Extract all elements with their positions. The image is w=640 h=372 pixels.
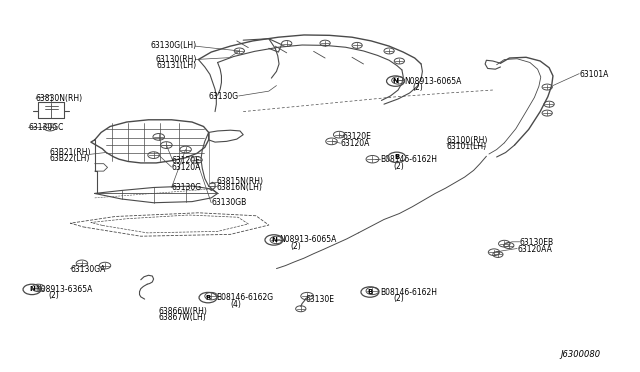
Text: 63130G(LH): 63130G(LH) xyxy=(151,41,197,50)
Text: 63130G: 63130G xyxy=(172,183,202,192)
Text: N: N xyxy=(271,237,277,243)
Text: 63866W(RH): 63866W(RH) xyxy=(158,307,207,316)
Text: 63816N(LH): 63816N(LH) xyxy=(216,183,262,192)
Text: 63815N(RH): 63815N(RH) xyxy=(216,177,263,186)
Text: (2): (2) xyxy=(393,294,404,303)
Text: 63120A: 63120A xyxy=(340,139,370,148)
Text: 63120AA: 63120AA xyxy=(517,245,552,254)
Text: N08913-6065A: N08913-6065A xyxy=(404,77,462,86)
Text: 63120E: 63120E xyxy=(172,156,200,165)
Text: 63130E: 63130E xyxy=(306,295,335,304)
Text: 63130GA: 63130GA xyxy=(70,265,106,274)
Text: B08146-6162G: B08146-6162G xyxy=(216,293,273,302)
Text: 63130G: 63130G xyxy=(209,92,239,101)
Text: 63120A: 63120A xyxy=(172,163,201,171)
Text: B: B xyxy=(205,295,211,301)
Text: 63830N(RH): 63830N(RH) xyxy=(35,94,83,103)
Text: N: N xyxy=(392,78,399,84)
Text: N08913-6365A: N08913-6365A xyxy=(35,285,93,294)
Text: 63131(LH): 63131(LH) xyxy=(157,61,197,70)
Text: B08146-6162H: B08146-6162H xyxy=(380,288,437,296)
Text: N: N xyxy=(29,286,35,292)
Text: 63130(RH): 63130(RH) xyxy=(156,55,197,64)
Text: 63B22(LH): 63B22(LH) xyxy=(50,154,90,163)
Text: J6300080: J6300080 xyxy=(561,350,601,359)
Text: B08146-6162H: B08146-6162H xyxy=(380,155,437,164)
Text: 63120E: 63120E xyxy=(342,132,371,141)
Text: 63130GB: 63130GB xyxy=(211,198,246,207)
Text: (2): (2) xyxy=(290,242,301,251)
Text: 63130EB: 63130EB xyxy=(520,238,554,247)
Text: 63B21(RH): 63B21(RH) xyxy=(50,148,92,157)
Text: 63101A: 63101A xyxy=(579,70,609,79)
Text: B: B xyxy=(367,289,372,295)
Text: 63130GC: 63130GC xyxy=(28,124,63,132)
Text: 63101(LH): 63101(LH) xyxy=(447,142,487,151)
Text: N08913-6065A: N08913-6065A xyxy=(280,235,337,244)
Text: (2): (2) xyxy=(48,291,59,300)
Text: (2): (2) xyxy=(413,83,424,92)
Text: 63100(RH): 63100(RH) xyxy=(447,136,488,145)
Text: (2): (2) xyxy=(393,162,404,171)
Text: (4): (4) xyxy=(230,300,241,309)
Text: 63867W(LH): 63867W(LH) xyxy=(158,313,206,322)
Text: B: B xyxy=(394,154,399,160)
